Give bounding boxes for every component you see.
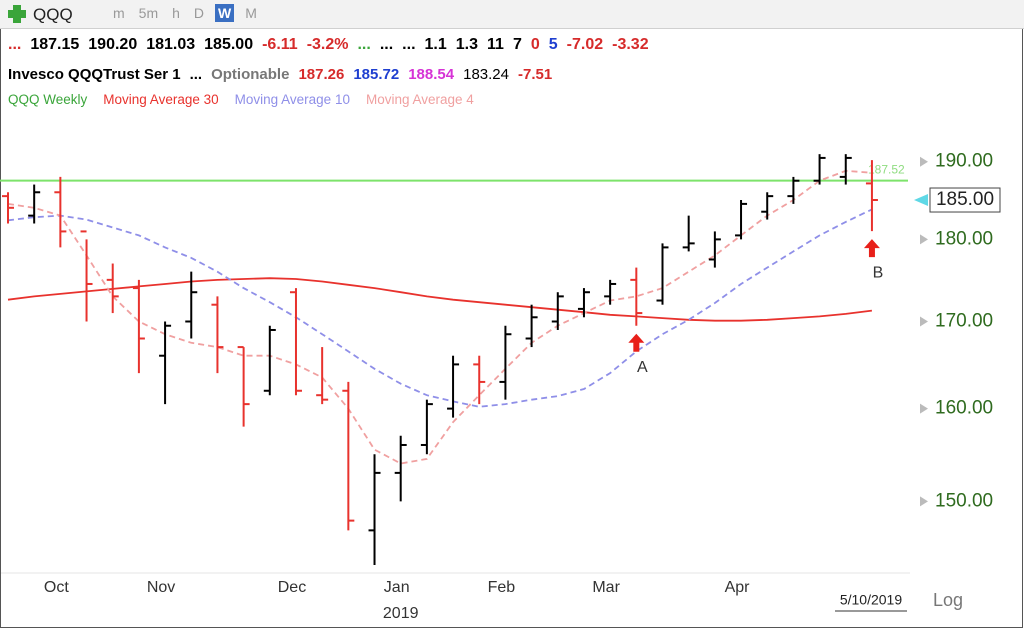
info-field: -7.51: [518, 65, 553, 83]
x-tick-label: Feb: [488, 579, 516, 596]
interval-button[interactable]: h: [172, 5, 180, 21]
annotation-arrow: [628, 333, 645, 352]
quote-field: ...: [8, 36, 22, 53]
y-tick-mark: [920, 496, 928, 507]
quote-field: 1.1: [424, 36, 447, 53]
annotation-arrow: [863, 239, 880, 258]
legend-entry[interactable]: Moving Average 10: [234, 91, 350, 107]
symbol[interactable]: QQQ: [33, 5, 73, 24]
y-tick-mark: [920, 234, 928, 245]
y-tick-label: 180.00: [935, 228, 993, 249]
toolbar: QQQ m 5m h D W M: [0, 0, 1024, 29]
x-tick-label: Dec: [278, 579, 306, 596]
quote-field: -6.11: [262, 36, 298, 53]
quote-field: 1.3: [455, 36, 479, 53]
quote-field: ...: [402, 36, 416, 53]
info-field: Optionable: [211, 65, 290, 83]
moving-average-line: [7, 169, 872, 465]
quote-field: ...: [357, 36, 371, 53]
x-tick-label: Oct: [44, 579, 69, 596]
y-tick-mark: [920, 316, 928, 327]
annotation-label: B: [873, 264, 884, 281]
quote-field: 0: [530, 36, 540, 53]
quote-field: 181.03: [146, 36, 196, 53]
quote-field: 185.00: [204, 36, 254, 53]
y-tick-label: 150.00: [935, 490, 993, 511]
date-label: 5/10/2019: [840, 592, 902, 608]
x-tick-label: Apr: [725, 579, 751, 596]
moving-average-line: [7, 277, 873, 322]
quote-field: 190.20: [88, 36, 138, 53]
horizontal-line-label: 187.52: [868, 163, 905, 177]
legend: QQQ Weekly Moving Average 30 Moving Averag…: [8, 90, 474, 108]
info-field: Invesco QQQTrust Ser 1: [8, 65, 181, 83]
info-field: 185.72: [353, 65, 400, 83]
legend-entry[interactable]: Moving Average 30: [103, 91, 219, 107]
y-tick-label: 170.00: [935, 311, 993, 332]
legend-entry[interactable]: Moving Average 4: [365, 91, 474, 107]
quote-field: ...: [379, 36, 394, 53]
annotation-label: A: [637, 359, 648, 376]
quote-field: 11: [487, 36, 504, 53]
y-tick-mark: [920, 156, 928, 167]
quote-field: 187.15: [30, 36, 80, 53]
last-price-marker: [914, 194, 928, 207]
interval-button[interactable]: m: [113, 5, 125, 21]
info-field: ...: [189, 65, 203, 83]
y-tick-label: 190.00: [935, 151, 993, 172]
quote-field: -3.2%: [306, 36, 349, 53]
interval-button[interactable]: M: [245, 5, 257, 21]
interval-buttons: m 5m h D W M: [110, 4, 260, 22]
x-tick-label: Nov: [147, 579, 175, 596]
quote-row: ... 187.15 190.20 181.03 185.00 -6.11 -3.2%...…: [8, 34, 649, 56]
quote-field: -3.32: [612, 36, 649, 53]
last-price-box: [929, 187, 1001, 213]
x-tick-label: Mar: [592, 579, 620, 596]
quote-field: 5: [548, 36, 558, 53]
plot-background: [0, 86, 1024, 629]
y-tick-label: 160.00: [935, 398, 993, 419]
info-field: 183.24: [463, 65, 509, 83]
info-row: Invesco QQQTrust Ser 1... Optionable 187.2…: [8, 63, 552, 85]
last-price-label: 185.00: [936, 189, 994, 210]
scale-toggle[interactable]: Log: [933, 590, 963, 610]
info-field: 187.26: [298, 65, 345, 83]
quote-field: 7: [512, 36, 522, 53]
year-label: 2019: [383, 605, 419, 622]
add-icon[interactable]: [6, 3, 30, 27]
interval-button[interactable]: 5m: [138, 5, 159, 21]
quote-field: -7.02: [566, 36, 604, 53]
interval-button[interactable]: D: [193, 5, 205, 21]
y-tick-mark: [920, 403, 928, 414]
legend-entry[interactable]: QQQ Weekly: [8, 91, 88, 107]
interval-button[interactable]: W: [215, 4, 235, 22]
x-tick-label: Jan: [384, 579, 410, 596]
info-field: 188.54: [408, 65, 455, 83]
